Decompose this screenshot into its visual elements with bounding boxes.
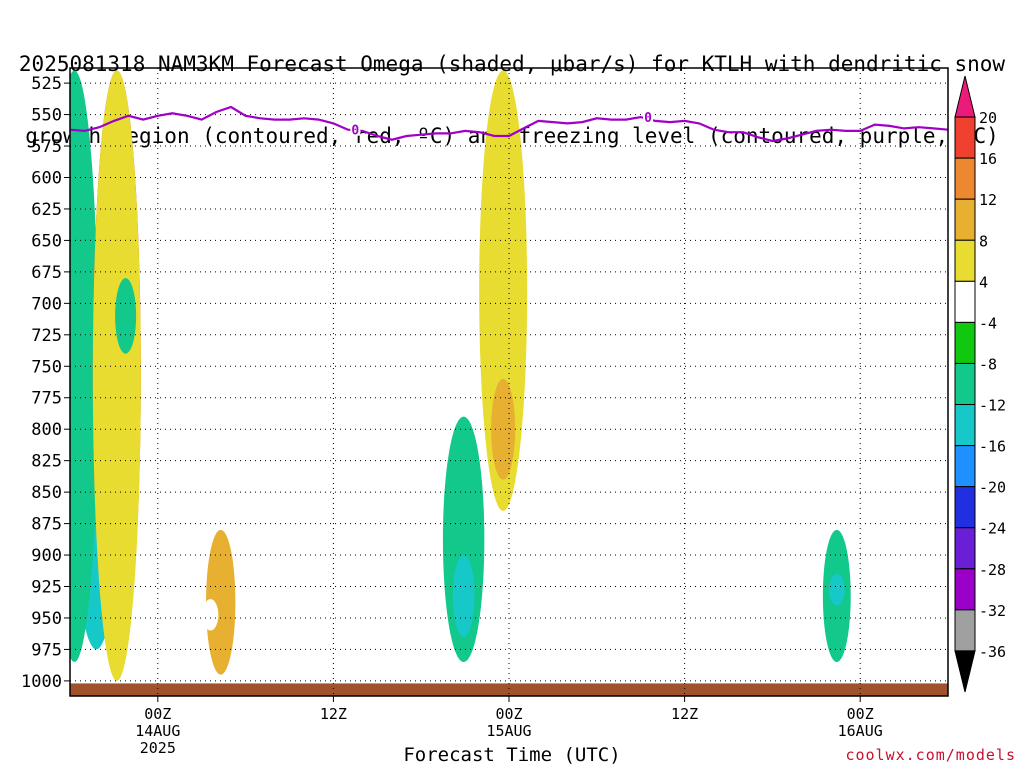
y-tick-label: 750 <box>31 357 62 377</box>
y-tick-label: 700 <box>31 294 62 314</box>
omega-blob <box>70 70 99 662</box>
colorbar-triangle-top <box>954 75 976 118</box>
colorbar-label: -20 <box>979 479 1006 497</box>
omega-blob <box>92 70 141 681</box>
colorbar-segment <box>954 609 976 652</box>
freezing-level-label-bg <box>350 121 361 136</box>
x-tick-label: 12Z <box>671 705 698 723</box>
x-axis-label: Forecast Time (UTC) <box>403 744 621 766</box>
x-tick-date-label: 14AUG <box>135 722 180 740</box>
omega-blob <box>479 70 528 511</box>
colorbar-segment <box>954 116 976 159</box>
omega-blob <box>939 561 948 600</box>
y-tick-label: 600 <box>31 168 62 188</box>
freezing-level-label: 0 <box>351 124 359 139</box>
colorbar-segment <box>954 568 976 611</box>
colorbar-segment <box>954 198 976 241</box>
colorbar-segment <box>954 280 976 323</box>
y-tick-label: 650 <box>31 231 62 251</box>
y-tick-label: 775 <box>31 389 62 409</box>
credit-text: coolwx.com/models <box>845 746 1016 764</box>
freezing-level-contour <box>70 105 948 143</box>
y-tick-label: 900 <box>31 546 62 566</box>
y-tick-label: 1000 <box>21 672 62 692</box>
y-tick-label: 725 <box>31 326 62 346</box>
ground-surface <box>70 683 948 696</box>
y-tick-label: 950 <box>31 609 62 629</box>
colorbar-label: 12 <box>979 191 997 209</box>
x-tick-date-label: 15AUG <box>486 722 531 740</box>
omega-blob <box>452 555 475 637</box>
omega-blob <box>202 599 219 631</box>
y-tick-label: 925 <box>31 578 62 598</box>
y-tick-label: 875 <box>31 515 62 535</box>
chart-title: 2025081318 NAM3KM Forecast Omega (shaded… <box>0 4 1024 172</box>
x-tick-label: 00Z <box>144 705 171 723</box>
colorbar-label: -32 <box>979 602 1006 620</box>
freezing-level-label: 0 <box>644 111 652 126</box>
colorbar-segment <box>954 362 976 406</box>
y-tick-label: 825 <box>31 452 62 472</box>
colorbar-label: -24 <box>979 520 1006 538</box>
colorbar-label: 20 <box>979 109 997 127</box>
x-tick-label: 00Z <box>847 705 874 723</box>
y-tick-label: 850 <box>31 483 62 503</box>
colorbar-label: 4 <box>979 273 988 291</box>
colorbar-label: 8 <box>979 232 988 250</box>
colorbar-segment <box>954 445 976 488</box>
omega-blob <box>206 529 236 675</box>
x-tick-label: 12Z <box>320 705 347 723</box>
omega-blob <box>828 573 845 606</box>
y-tick-label: 625 <box>31 200 62 220</box>
colorbar-segment <box>954 239 976 282</box>
y-tick-label: 800 <box>31 420 62 440</box>
plot-area: 0 0 525 550 575 600 625 650 675 700 725 750 775 800 82… <box>21 67 949 757</box>
y-tick-label: 525 <box>31 74 62 94</box>
colorbar-label: -36 <box>979 643 1006 661</box>
y-tick-label: 575 <box>31 137 62 157</box>
y-tick-label: 975 <box>31 640 62 660</box>
omega-shading <box>70 70 948 681</box>
x-tick-year-label: 2025 <box>140 739 176 757</box>
title-line-1: 2025081318 NAM3KM Forecast Omega (shaded… <box>18 52 1006 76</box>
x-tick-label: 00Z <box>495 705 522 723</box>
colorbar: 20 16 12 8 4 -4 -8 -12 -16 -20 -24 -28 -32 -36 <box>954 75 1006 693</box>
colorbar-segment <box>954 321 976 364</box>
colorbar-triangle-bottom <box>954 650 976 693</box>
freezing-level-label-bg <box>643 109 654 124</box>
colorbar-label: -8 <box>979 355 997 373</box>
y-tick-label: 675 <box>31 263 62 283</box>
x-tick-date-label: 16AUG <box>838 722 883 740</box>
colorbar-segment <box>954 157 976 200</box>
colorbar-label: 16 <box>979 150 997 168</box>
colorbar-segment <box>954 404 976 447</box>
omega-blob <box>841 397 862 467</box>
omega-blob <box>491 378 516 480</box>
colorbar-label: -16 <box>979 438 1006 456</box>
colorbar-label: -12 <box>979 397 1006 415</box>
colorbar-segment <box>954 486 976 529</box>
omega-blob <box>115 278 137 354</box>
omega-blob <box>330 492 363 656</box>
colorbar-label: -28 <box>979 561 1006 579</box>
colorbar-label: -4 <box>979 314 997 332</box>
y-tick-label: 550 <box>31 106 62 126</box>
colorbar-segment <box>954 527 976 570</box>
